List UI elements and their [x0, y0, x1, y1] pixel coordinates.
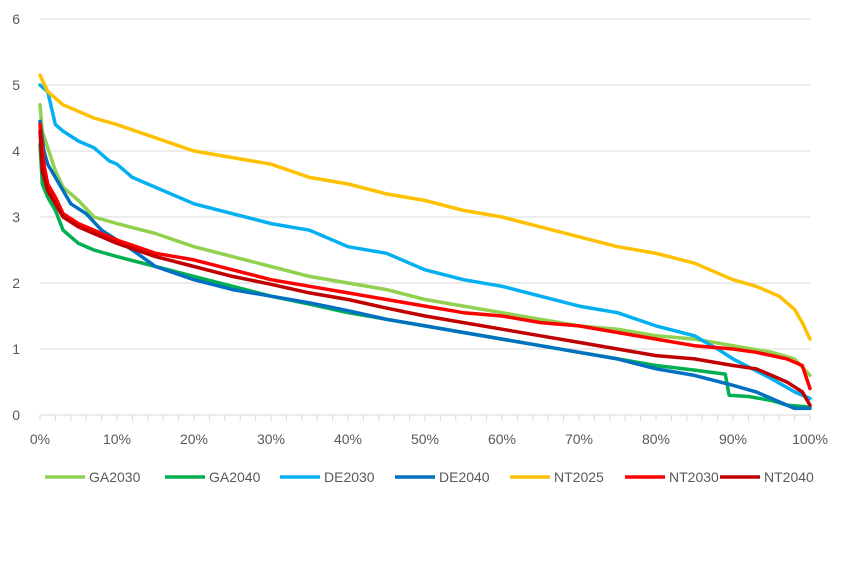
series-line-de2040	[38, 119, 812, 411]
y-tick-label: 0	[12, 407, 20, 423]
legend: GA2030 GA2040 DE2030 DE2040 NT2025 NT2030 NT20…	[45, 469, 814, 485]
x-tick-label: 70%	[565, 431, 593, 447]
y-tick-label: 2	[12, 275, 20, 291]
series-line-nt2040	[38, 129, 812, 407]
legend-label-de2030: DE2030	[324, 469, 375, 485]
legend-label-nt2040: NT2040	[764, 469, 814, 485]
series-line-de2030	[38, 83, 812, 401]
x-tick-label: 10%	[103, 431, 131, 447]
legend-label-de2040: DE2040	[439, 469, 490, 485]
legend-label-ga2040: GA2040	[209, 469, 261, 485]
y-tick-label: 4	[12, 143, 20, 159]
x-tick-label: 0%	[30, 431, 50, 447]
x-tick-label: 20%	[180, 431, 208, 447]
legend-label-nt2030: NT2030	[669, 469, 719, 485]
y-tick-label: 1	[12, 341, 20, 357]
x-tick-label: 80%	[642, 431, 670, 447]
series-line-ga2030	[38, 103, 812, 378]
series-lines	[38, 73, 812, 411]
x-tick-label: 50%	[411, 431, 439, 447]
x-tick-label: 30%	[257, 431, 285, 447]
x-tick-label: 90%	[719, 431, 747, 447]
gridlines	[40, 18, 810, 350]
y-tick-label: 5	[12, 77, 20, 93]
x-tick-label: 60%	[488, 431, 516, 447]
legend-label-ga2030: GA2030	[89, 469, 141, 485]
y-tick-label: 6	[12, 11, 20, 27]
legend-label-nt2025: NT2025	[554, 469, 604, 485]
x-tick-label: 100%	[792, 431, 828, 447]
series-line-ga2040	[38, 142, 812, 409]
y-tick-label: 3	[12, 209, 20, 225]
series-line-nt2030	[38, 122, 812, 391]
x-tick-label: 40%	[334, 431, 362, 447]
series-line-nt2025	[38, 73, 812, 341]
